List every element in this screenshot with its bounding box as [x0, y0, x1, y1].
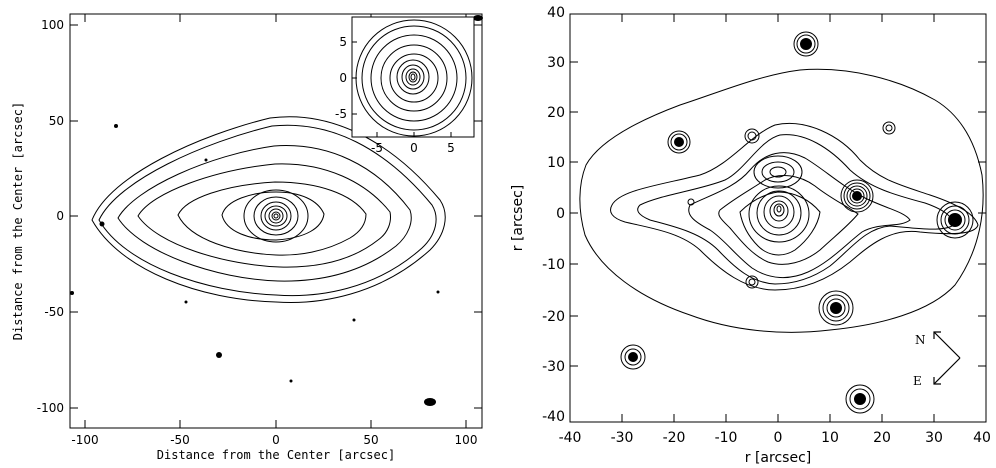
left-xtick: -100 — [71, 433, 98, 447]
inset-xtick: 5 — [447, 141, 455, 155]
left-x-axis-label: Distance from the Center [arcsec] — [157, 448, 395, 462]
left-y-axis-label: Distance from the Center [arcsec] — [11, 102, 25, 340]
right-contours — [579, 68, 984, 333]
star — [793, 31, 819, 57]
inset-ytick: 0 — [339, 71, 347, 85]
left-ytick: -100 — [37, 401, 64, 415]
right-ytick: 30 — [547, 55, 565, 71]
left-ytick: 100 — [41, 18, 64, 32]
right-xtick: 10 — [821, 430, 839, 446]
right-stars — [620, 31, 896, 414]
east-arrow — [933, 357, 961, 385]
right-xtick: -30 — [611, 430, 634, 446]
left-x-tick-labels: -100 -50 0 50 100 — [71, 433, 477, 447]
right-ytick: -30 — [542, 359, 565, 375]
left-xtick: -50 — [170, 433, 190, 447]
right-ytick: -40 — [542, 409, 565, 425]
right-y-axis-label: r [arcsec] — [510, 185, 526, 251]
right-xtick: -10 — [715, 430, 738, 446]
inset-xtick: -5 — [371, 141, 383, 155]
star — [667, 130, 691, 154]
right-xtick: -40 — [559, 430, 582, 446]
right-ytick: 20 — [547, 105, 565, 121]
left-ytick: -50 — [44, 305, 64, 319]
right-y-tick-labels: 40 30 20 10 0 -10 -20 -30 -40 — [542, 5, 565, 425]
left-xtick: 50 — [363, 433, 378, 447]
left-ytick: 50 — [49, 114, 64, 128]
north-label: N — [915, 333, 926, 347]
right-xtick: 30 — [925, 430, 943, 446]
star — [845, 384, 875, 414]
right-x-tick-labels: -40 -30 -20 -10 0 10 20 30 40 — [559, 430, 991, 446]
east-label: E — [913, 374, 922, 388]
left-point-sources — [70, 15, 483, 406]
right-ytick: -10 — [542, 257, 565, 273]
inset-xtick: 0 — [410, 141, 418, 155]
right-xtick: -20 — [663, 430, 686, 446]
inset-ytick: -5 — [335, 107, 347, 121]
inset-plot: -5 0 5 5 0 -5 — [335, 16, 475, 155]
left-contours — [91, 116, 446, 303]
right-xtick: 0 — [774, 430, 783, 446]
right-ytick: 40 — [547, 5, 565, 21]
right-ytick: 0 — [556, 206, 565, 222]
left-xtick: 100 — [455, 433, 478, 447]
right-ticks — [569, 14, 986, 422]
north-arrow — [933, 331, 961, 359]
star — [818, 290, 854, 326]
right-ytick: -20 — [542, 309, 565, 325]
left-panel: -100 -50 0 50 100 100 50 0 -50 -100 Dist… — [11, 13, 483, 462]
left-ytick: 0 — [56, 209, 64, 223]
right-xtick: 20 — [873, 430, 891, 446]
right-x-axis-label: r [arcsec] — [745, 450, 811, 466]
inset-ytick: 5 — [339, 35, 347, 49]
right-xtick: 40 — [973, 430, 991, 446]
compass: N E — [913, 331, 961, 388]
right-ytick: 10 — [547, 155, 565, 171]
star — [620, 344, 646, 370]
left-xtick: 0 — [272, 433, 280, 447]
star — [882, 121, 896, 135]
right-panel: N E — [510, 5, 991, 466]
left-y-tick-labels: 100 50 0 -50 -100 — [37, 18, 64, 415]
